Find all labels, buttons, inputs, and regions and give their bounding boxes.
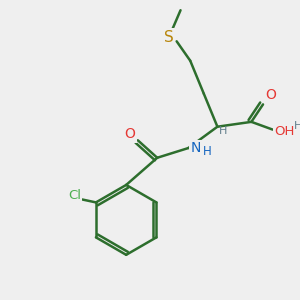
Text: H: H [219, 126, 227, 136]
Text: O: O [266, 88, 276, 102]
Text: H: H [294, 121, 300, 131]
Text: N: N [191, 141, 201, 155]
Text: S: S [164, 30, 174, 45]
Text: OH: OH [274, 125, 295, 138]
Text: H: H [203, 146, 212, 158]
Text: Cl: Cl [68, 189, 81, 202]
Text: O: O [124, 128, 136, 142]
